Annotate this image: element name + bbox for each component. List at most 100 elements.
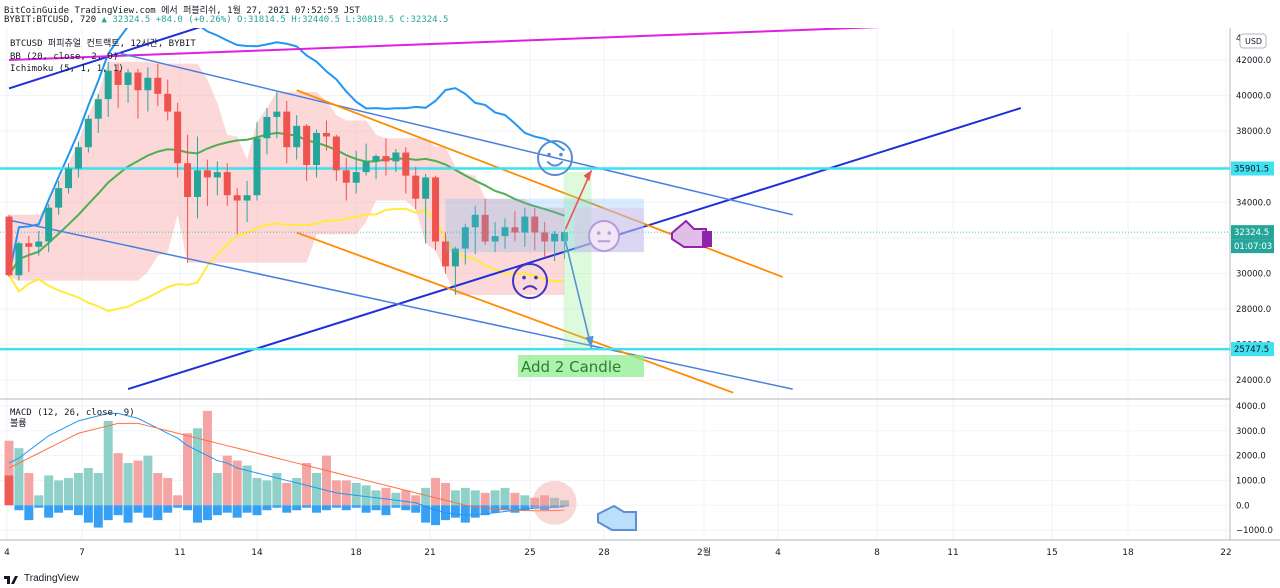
pointing-hand-blue-icon bbox=[597, 504, 637, 531]
price-badge-countdown: 01:07:03 bbox=[1234, 242, 1272, 252]
volume-bar bbox=[93, 472, 103, 506]
macd-y-tick-label: 3000.0 bbox=[1236, 427, 1266, 437]
face-mouth bbox=[546, 160, 564, 167]
x-tick-label: 18 bbox=[1122, 548, 1134, 558]
x-tick-label: 11 bbox=[947, 548, 958, 558]
macd-histogram-bar bbox=[460, 505, 470, 523]
volume-bar bbox=[34, 495, 44, 506]
candle-body bbox=[531, 216, 539, 233]
arrow-up-head bbox=[583, 170, 592, 181]
annotation-box bbox=[518, 355, 644, 377]
publish-header: BitCoinGuide TradingView.com 에서 퍼블리쉬, 1월… bbox=[4, 6, 360, 16]
y-tick-label: 28000.0 bbox=[1236, 305, 1271, 315]
macd-histogram-bar bbox=[401, 505, 411, 511]
volume-bar bbox=[133, 460, 143, 506]
volume-bar bbox=[103, 420, 113, 506]
macd-histogram-bar bbox=[232, 505, 242, 518]
volume-bar bbox=[540, 495, 550, 506]
volume-bar bbox=[212, 472, 222, 506]
y-tick-label: 42000.0 bbox=[1236, 56, 1271, 66]
face-outline bbox=[588, 220, 620, 252]
macd-histogram-bar bbox=[421, 505, 431, 523]
candle-body bbox=[412, 175, 420, 199]
smile-emoji bbox=[537, 140, 573, 176]
candle-body bbox=[362, 161, 370, 173]
candle-body bbox=[213, 172, 221, 178]
candle-body bbox=[174, 111, 182, 164]
volume-bar bbox=[282, 482, 292, 506]
face-outline bbox=[512, 263, 548, 299]
macd-histogram-bar bbox=[83, 505, 93, 523]
up-arrow-icon: ▲ bbox=[101, 15, 107, 25]
volume-bar bbox=[14, 448, 24, 506]
volume-bar bbox=[480, 492, 490, 506]
face-mouth bbox=[522, 285, 538, 291]
y-tick-label: 34000.0 bbox=[1236, 198, 1271, 208]
x-tick-label: 7 bbox=[79, 548, 85, 558]
volume-bar bbox=[183, 433, 193, 506]
candle-body bbox=[273, 111, 281, 117]
x-tick-label: 22 bbox=[1220, 548, 1231, 558]
x-tick-label: 21 bbox=[424, 548, 435, 558]
candle-body bbox=[551, 233, 559, 242]
macd-y-tick-label: 0.0 bbox=[1236, 501, 1250, 511]
hand-cuff-icon bbox=[702, 231, 712, 247]
candle-body bbox=[243, 195, 251, 201]
drawings bbox=[445, 140, 712, 531]
macd-histogram-bar bbox=[173, 505, 183, 508]
macd-histogram-bar bbox=[222, 505, 232, 513]
highlight-circle bbox=[532, 480, 577, 525]
legend-macd: MACD (12, 26, close, 9) bbox=[10, 408, 135, 418]
volume-bar bbox=[381, 487, 391, 506]
macd-histogram-bar bbox=[123, 505, 133, 523]
volume-bar bbox=[401, 490, 411, 506]
x-tick-label: 8 bbox=[874, 548, 880, 558]
signal-line bbox=[8, 422, 565, 512]
trendline-blue-lower bbox=[127, 107, 1022, 391]
volume-bar bbox=[24, 472, 34, 506]
macd-histogram-bar bbox=[183, 505, 193, 511]
y-tick-label: 4 bbox=[1236, 34, 1241, 44]
x-tick-label: 28 bbox=[598, 548, 610, 558]
macd-line bbox=[8, 412, 565, 516]
volume-bar bbox=[421, 487, 431, 506]
candle-body bbox=[322, 132, 330, 137]
macd-histogram-bar bbox=[113, 505, 123, 516]
macd-histogram-bar bbox=[54, 505, 64, 513]
volume-bar bbox=[153, 472, 163, 506]
volume-bar bbox=[550, 497, 560, 506]
price-change: +84.0 (+0.26%) bbox=[155, 15, 232, 25]
volume-bar bbox=[560, 500, 570, 506]
y-tick-label: 30000.0 bbox=[1236, 269, 1271, 279]
volume-bar bbox=[341, 480, 351, 506]
axes: 471114182125282월481115182224000.026000.0… bbox=[0, 28, 1280, 558]
candle-body bbox=[15, 243, 23, 276]
candle-body bbox=[164, 93, 172, 112]
x-tick-label: 11 bbox=[174, 548, 185, 558]
candle-body bbox=[432, 177, 440, 242]
macd-pane bbox=[4, 410, 577, 528]
volume-bar bbox=[54, 480, 64, 506]
volume-bar bbox=[391, 492, 401, 506]
volume-bar bbox=[232, 460, 242, 506]
macd-histogram-bar bbox=[73, 505, 83, 516]
volume-bar bbox=[351, 482, 361, 506]
volume-bar bbox=[242, 465, 252, 506]
candle-body bbox=[203, 170, 211, 178]
macd-histogram-bar bbox=[4, 475, 14, 506]
currency-badge[interactable] bbox=[1239, 33, 1267, 49]
macd-histogram-bar bbox=[272, 505, 282, 508]
macd-y-tick-label: 2000.0 bbox=[1236, 452, 1266, 462]
x-tick-label: 4 bbox=[775, 548, 781, 558]
chart-canvas[interactable]: 471114182125282월481115182224000.026000.0… bbox=[0, 28, 1280, 588]
candle-body bbox=[501, 227, 509, 237]
x-tick-label: 4 bbox=[4, 548, 10, 558]
candle-body bbox=[65, 168, 73, 189]
high-value: H:32440.5 bbox=[291, 15, 341, 25]
candle-body bbox=[55, 188, 63, 208]
macd-histogram-bar bbox=[520, 505, 530, 511]
neutral-emoji bbox=[588, 220, 620, 252]
candle-body bbox=[521, 216, 529, 233]
price-badge-current-bg bbox=[1231, 225, 1274, 240]
candle-body bbox=[223, 172, 231, 196]
